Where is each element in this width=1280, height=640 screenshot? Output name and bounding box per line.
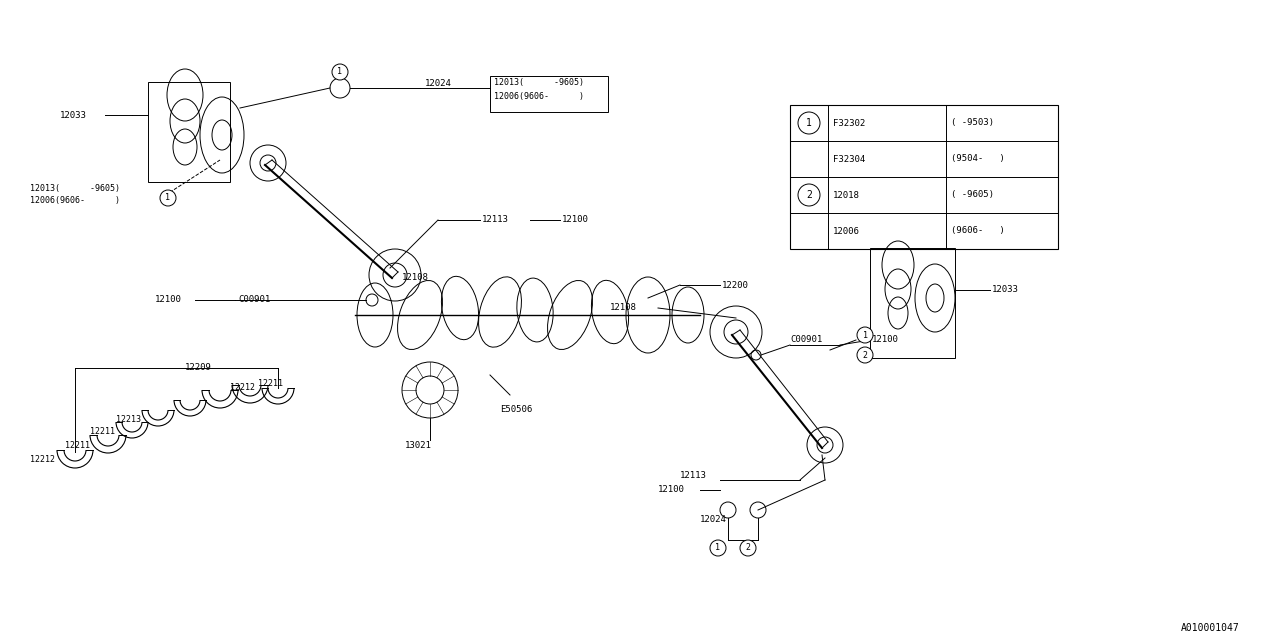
Text: 1: 1 — [863, 330, 868, 339]
Bar — [148, 82, 230, 182]
Text: 12213: 12213 — [116, 415, 141, 424]
Text: 12108: 12108 — [611, 303, 637, 312]
Circle shape — [797, 184, 820, 206]
Circle shape — [858, 327, 873, 343]
Text: F32302: F32302 — [833, 118, 865, 127]
Text: 12033: 12033 — [60, 111, 87, 120]
Text: 12018: 12018 — [833, 191, 860, 200]
Text: (9504-   ): (9504- ) — [951, 154, 1005, 163]
Text: C00901: C00901 — [790, 335, 822, 344]
Text: 12200: 12200 — [722, 280, 749, 289]
Bar — [870, 248, 955, 358]
Text: 12211: 12211 — [90, 428, 115, 436]
Text: F32304: F32304 — [833, 154, 865, 163]
Text: 12100: 12100 — [658, 486, 685, 495]
Circle shape — [160, 190, 177, 206]
Circle shape — [858, 347, 873, 363]
Text: 12100: 12100 — [872, 335, 899, 344]
Text: 12209: 12209 — [186, 364, 212, 372]
Text: ( -9605): ( -9605) — [951, 191, 995, 200]
Text: 12212: 12212 — [230, 383, 255, 392]
Text: C00901: C00901 — [238, 296, 270, 305]
Text: 12113: 12113 — [483, 216, 509, 225]
Text: A010001047: A010001047 — [1181, 623, 1240, 633]
Text: ( -9503): ( -9503) — [951, 118, 995, 127]
Text: 1: 1 — [165, 193, 170, 202]
Text: 12108: 12108 — [402, 273, 429, 282]
Text: 12006: 12006 — [833, 227, 860, 236]
Text: 2: 2 — [745, 543, 750, 552]
Text: 12033: 12033 — [992, 285, 1019, 294]
Text: 12113: 12113 — [680, 470, 707, 479]
Bar — [790, 105, 1059, 249]
Text: 12024: 12024 — [425, 79, 452, 88]
Circle shape — [740, 540, 756, 556]
Text: (9606-   ): (9606- ) — [951, 227, 1005, 236]
Text: 12006(9606-      ): 12006(9606- ) — [29, 195, 120, 205]
Text: 12211: 12211 — [65, 440, 90, 449]
Text: 12013(      -9605): 12013( -9605) — [494, 77, 584, 86]
Text: 12013(      -9605): 12013( -9605) — [29, 184, 120, 193]
Text: 12100: 12100 — [155, 296, 182, 305]
Circle shape — [797, 112, 820, 134]
Text: 12100: 12100 — [562, 216, 589, 225]
Circle shape — [710, 540, 726, 556]
Text: 2: 2 — [863, 351, 868, 360]
Text: 12024: 12024 — [700, 515, 727, 525]
Text: 13021: 13021 — [404, 440, 431, 449]
Circle shape — [332, 64, 348, 80]
Text: 1: 1 — [806, 118, 812, 128]
Text: 12006(9606-      ): 12006(9606- ) — [494, 92, 584, 100]
Text: 12212: 12212 — [29, 456, 55, 465]
Text: 12211: 12211 — [259, 378, 283, 387]
Text: E50506: E50506 — [500, 406, 532, 415]
Text: 1: 1 — [716, 543, 721, 552]
Text: 2: 2 — [806, 190, 812, 200]
Bar — [490, 76, 608, 112]
Text: 1: 1 — [338, 67, 343, 77]
